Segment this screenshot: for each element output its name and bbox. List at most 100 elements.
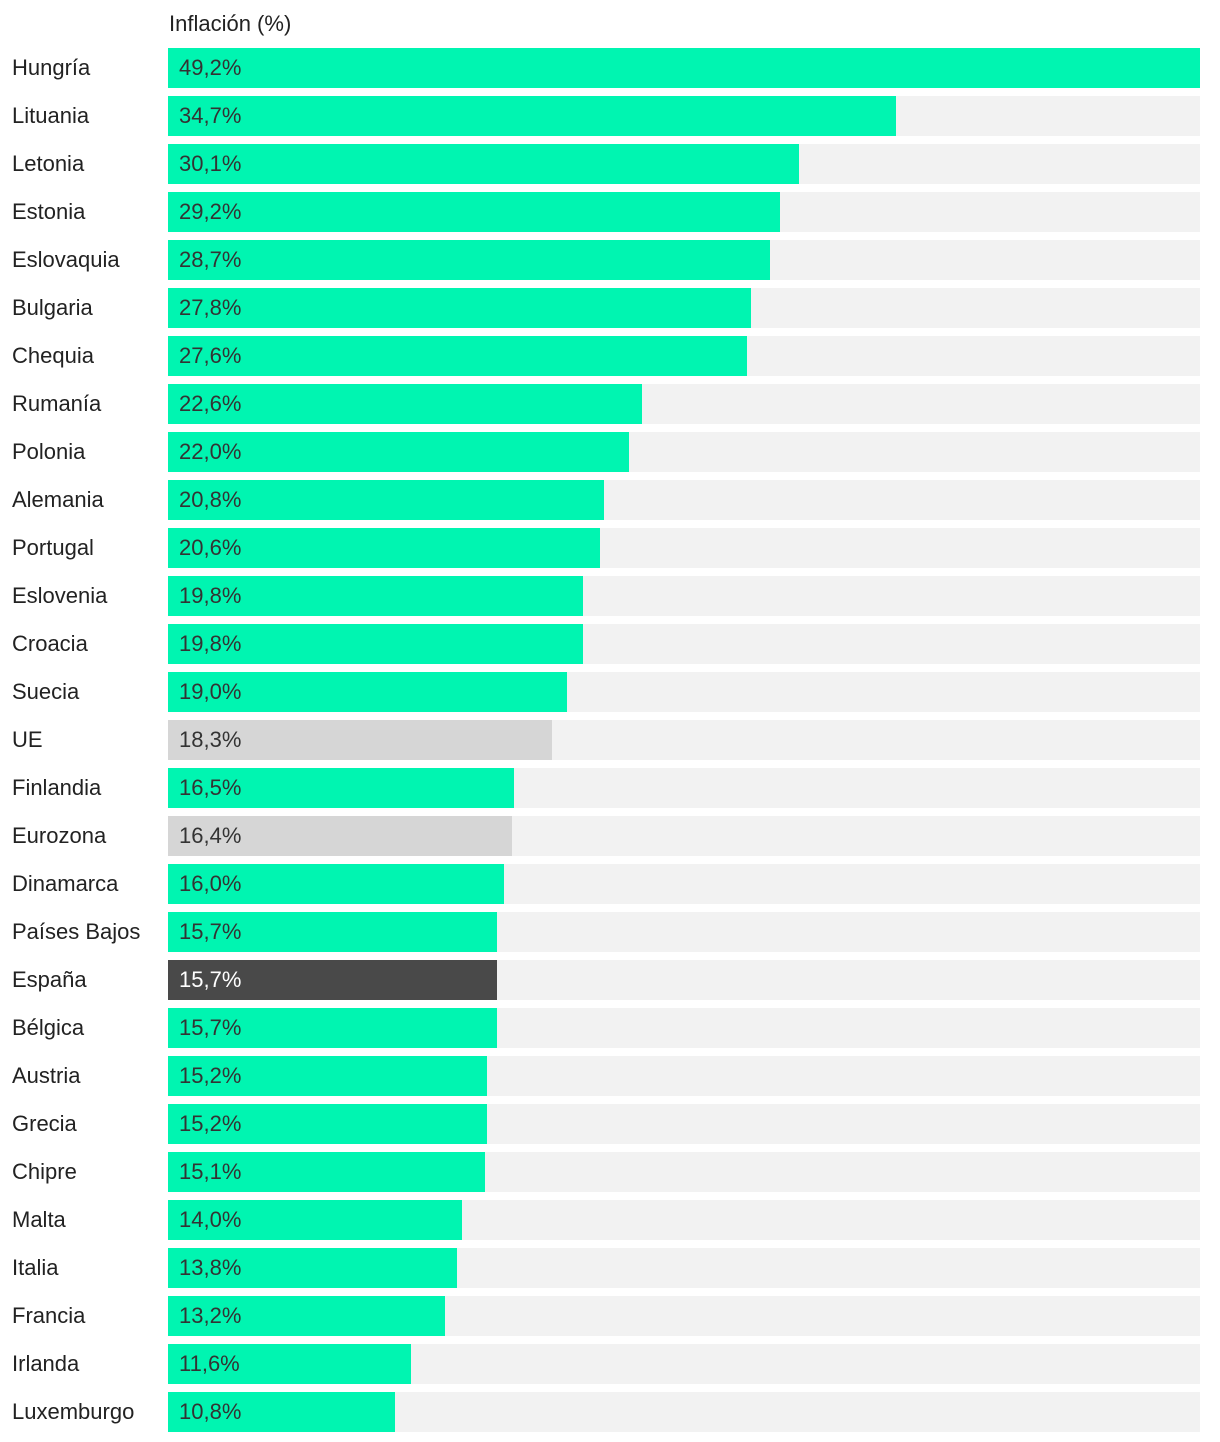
bar-track: 29,2%: [168, 192, 1200, 232]
data-label: 22,0%: [179, 439, 242, 464]
data-label: 16,0%: [179, 871, 242, 896]
chart-title: Inflación (%): [169, 11, 292, 36]
bar-row: Croacia 19,8%: [0, 624, 1220, 664]
bar-row: Eslovenia 19,8%: [0, 576, 1220, 616]
category-label: Países Bajos: [12, 919, 141, 944]
data-label: 16,4%: [179, 823, 242, 848]
bar: [168, 192, 780, 232]
bar: [168, 480, 604, 520]
data-label: 15,2%: [179, 1111, 242, 1136]
bar-track: 34,7%: [168, 96, 1200, 136]
data-label: 10,8%: [179, 1399, 242, 1424]
category-label: Italia: [12, 1255, 59, 1280]
bar-row: Bélgica 15,7%: [0, 1008, 1220, 1048]
data-label: 34,7%: [179, 103, 242, 128]
bar: [168, 240, 770, 280]
bar-row: Grecia 15,2%: [0, 1104, 1220, 1144]
bar-row: Polonia 22,0%: [0, 432, 1220, 472]
bar-track: 19,8%: [168, 624, 1200, 664]
bar: [168, 288, 751, 328]
bar-row: Luxemburgo 10,8%: [0, 1392, 1220, 1432]
bar-track: 20,8%: [168, 480, 1200, 520]
bar: [168, 1296, 445, 1336]
bar-track: 15,2%: [168, 1104, 1200, 1144]
bar-row: Portugal 20,6%: [0, 528, 1220, 568]
bar-track: 15,7%: [168, 912, 1200, 952]
bar: [168, 1152, 485, 1192]
bar-track: 22,0%: [168, 432, 1200, 472]
category-label: Grecia: [12, 1111, 77, 1136]
bar: [168, 576, 583, 616]
bar-row: Chipre 15,1%: [0, 1152, 1220, 1192]
bar: [168, 768, 514, 808]
bar-track: 15,2%: [168, 1056, 1200, 1096]
bar-track: 49,2%: [168, 48, 1200, 88]
category-label: Lituania: [12, 103, 90, 128]
category-label: Alemania: [12, 487, 104, 512]
bar: [168, 960, 497, 1000]
category-label: Finlandia: [12, 775, 102, 800]
category-label: Eurozona: [12, 823, 107, 848]
bar: [168, 624, 583, 664]
data-label: 15,7%: [179, 919, 242, 944]
bar-row: Hungría 49,2%: [0, 48, 1220, 88]
bar-track: 20,6%: [168, 528, 1200, 568]
bar-row: España 15,7%: [0, 960, 1220, 1000]
bar: [168, 1248, 457, 1288]
data-label: 14,0%: [179, 1207, 242, 1232]
bar: [168, 528, 600, 568]
data-label: 15,2%: [179, 1063, 242, 1088]
category-label: Chipre: [12, 1159, 77, 1184]
data-label: 27,8%: [179, 295, 242, 320]
bar-row: Bulgaria 27,8%: [0, 288, 1220, 328]
data-label: 15,1%: [179, 1159, 242, 1184]
bar-track: 16,0%: [168, 864, 1200, 904]
bar: [168, 336, 747, 376]
bar: [168, 912, 497, 952]
bar: [168, 1104, 487, 1144]
bar: [168, 432, 629, 472]
category-label: Eslovaquia: [12, 247, 120, 272]
bar-row: Dinamarca 16,0%: [0, 864, 1220, 904]
category-label: Luxemburgo: [12, 1399, 135, 1424]
bar-row: Países Bajos 15,7%: [0, 912, 1220, 952]
category-label: Bélgica: [12, 1015, 85, 1040]
data-label: 49,2%: [179, 55, 242, 80]
data-label: 15,7%: [179, 967, 242, 992]
bar-row: Chequia 27,6%: [0, 336, 1220, 376]
data-label: 20,6%: [179, 535, 242, 560]
category-label: Croacia: [12, 631, 88, 656]
bar-row: Finlandia 16,5%: [0, 768, 1220, 808]
data-label: 11,6%: [179, 1351, 240, 1376]
bar-row: Suecia 19,0%: [0, 672, 1220, 712]
category-label: Letonia: [12, 151, 85, 176]
data-label: 27,6%: [179, 343, 242, 368]
bar: [168, 864, 504, 904]
bar: [168, 96, 896, 136]
data-label: 28,7%: [179, 247, 242, 272]
bar-row: Austria 15,2%: [0, 1056, 1220, 1096]
bar-row: Italia 13,8%: [0, 1248, 1220, 1288]
category-label: Austria: [12, 1063, 81, 1088]
category-label: Rumanía: [12, 391, 102, 416]
data-label: 15,7%: [179, 1015, 242, 1040]
bar-track: 15,7%: [168, 960, 1200, 1000]
bar-track: 22,6%: [168, 384, 1200, 424]
bar-rows: Hungría 49,2% Lituania 34,7% Letonia 30,1% Est…: [0, 48, 1220, 1440]
data-label: 13,8%: [179, 1255, 242, 1280]
category-label: Francia: [12, 1303, 86, 1328]
bar-row: Alemania 20,8%: [0, 480, 1220, 520]
category-label: Eslovenia: [12, 583, 108, 608]
bar-row: Letonia 30,1%: [0, 144, 1220, 184]
data-label: 20,8%: [179, 487, 242, 512]
bar-row: Malta 14,0%: [0, 1200, 1220, 1240]
bar: [168, 384, 642, 424]
bar-track: 28,7%: [168, 240, 1200, 280]
bar-track: 16,4%: [168, 816, 1200, 856]
bar-row: Eslovaquia 28,7%: [0, 240, 1220, 280]
bar-track: 19,0%: [168, 672, 1200, 712]
category-label: Estonia: [12, 199, 86, 224]
category-label: Hungría: [12, 55, 91, 80]
data-label: 29,2%: [179, 199, 242, 224]
